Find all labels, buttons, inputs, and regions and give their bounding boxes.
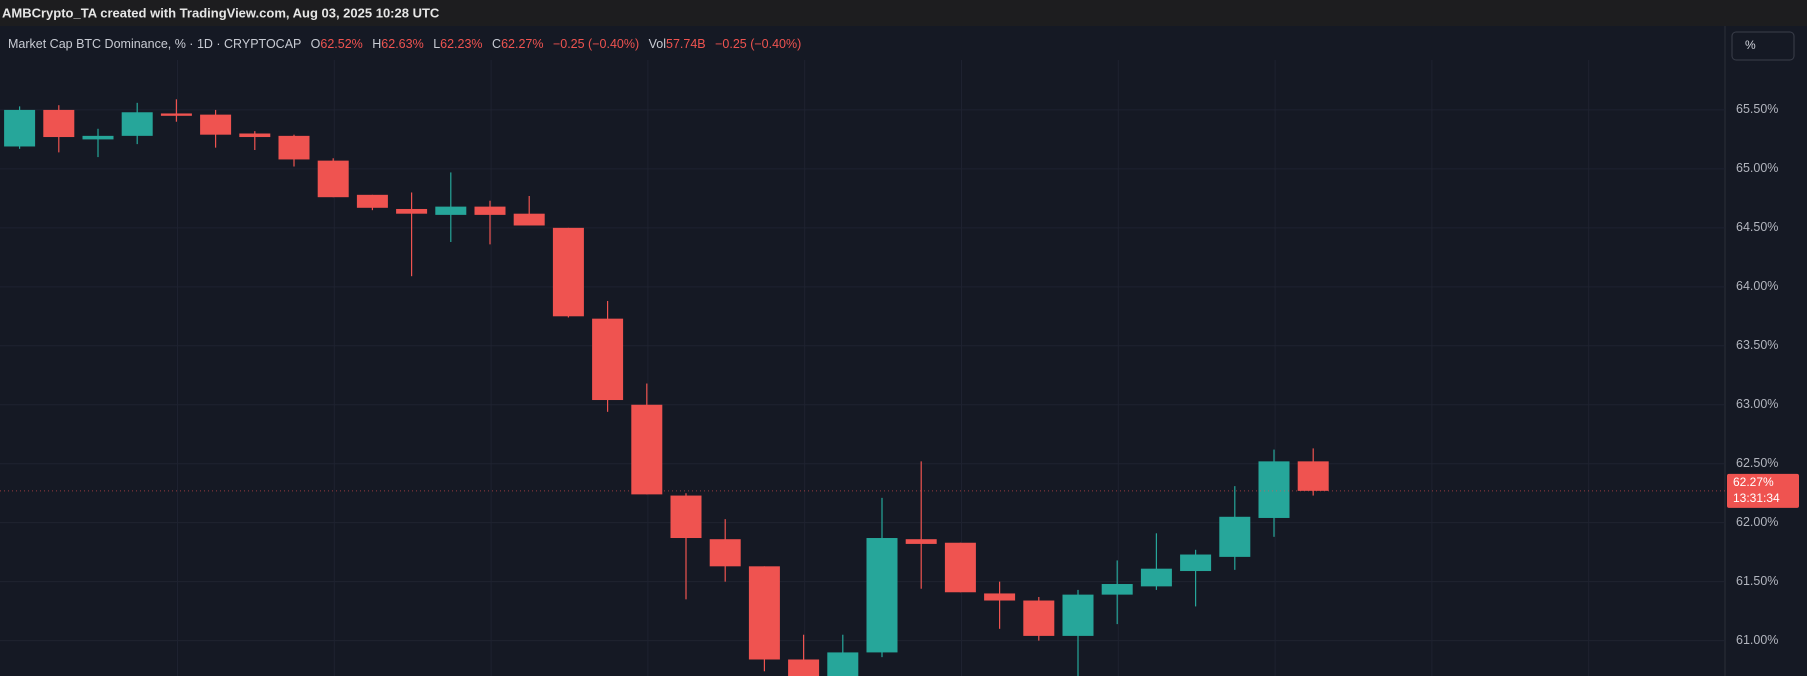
- y-tick-label: 63.00%: [1736, 397, 1778, 411]
- y-tick-label: 63.50%: [1736, 338, 1778, 352]
- candle-body: [1258, 461, 1290, 518]
- candle-body: [788, 659, 820, 676]
- candle-body: [827, 652, 859, 676]
- value: 57.74B: [666, 37, 706, 51]
- price-axis: 61.00% 61.50% 62.00% 62.50% 63.00% 63.50% 64.0…: [1727, 102, 1799, 647]
- candle-body: [748, 566, 780, 660]
- candle-body: [317, 160, 349, 198]
- candle-body: [944, 542, 976, 593]
- watermark: AMBCrypto_TA created with TradingView.co…: [2, 5, 440, 20]
- price-tag: [1727, 473, 1799, 508]
- key: H: [372, 37, 381, 51]
- price-tag-value: 62.27%: [1733, 475, 1774, 489]
- candle-body: [631, 404, 663, 495]
- button-label[interactable]: %: [1745, 38, 1756, 52]
- candle-body: [1101, 584, 1133, 595]
- candle-body: [396, 208, 428, 214]
- candle-body: [435, 206, 467, 215]
- value: 62.52%: [320, 37, 362, 51]
- candle-body: [356, 194, 388, 208]
- candle-body: [709, 539, 741, 567]
- key: O: [311, 37, 321, 51]
- candle-body: [160, 113, 192, 116]
- value: 62.27%: [501, 37, 543, 51]
- y-tick-label: 65.50%: [1736, 102, 1778, 116]
- y-tick-label: 62.00%: [1736, 515, 1778, 529]
- candle-body: [278, 135, 310, 160]
- plot-area: [0, 99, 1725, 676]
- candle-body: [474, 206, 506, 215]
- candle-body: [984, 593, 1016, 601]
- key: Vol: [649, 37, 666, 51]
- change: −0.25 (−0.40%): [553, 37, 639, 51]
- candle-body: [1297, 461, 1329, 491]
- candle-body: [239, 133, 271, 138]
- value: 62.23%: [440, 37, 482, 51]
- percent-button[interactable]: %: [1731, 31, 1795, 61]
- y-tick-label: 62.50%: [1736, 456, 1778, 470]
- y-tick-label: 65.00%: [1736, 161, 1778, 175]
- y-tick-label: 61.00%: [1736, 633, 1778, 647]
- candle-body: [1140, 568, 1172, 587]
- key: C: [492, 37, 501, 51]
- candle-body: [121, 112, 153, 136]
- candle-body: [592, 318, 624, 401]
- y-tick-label: 64.50%: [1736, 220, 1778, 234]
- change: −0.25 (−0.40%): [715, 37, 801, 51]
- candle-body: [670, 495, 702, 539]
- top-bar: [0, 0, 1807, 26]
- candle-body: [552, 227, 584, 317]
- button-frame[interactable]: [1731, 31, 1795, 61]
- candle-body: [905, 539, 937, 544]
- symbol: Market Cap BTC Dominance, % · 1D · CRYPT…: [8, 37, 301, 51]
- candle-body: [1219, 516, 1251, 557]
- y-tick-label: 64.00%: [1736, 279, 1778, 293]
- y-tick-label: 61.50%: [1736, 574, 1778, 588]
- candle-body: [43, 109, 75, 138]
- value: 62.63%: [381, 37, 423, 51]
- candle-body: [513, 213, 545, 226]
- candle-body: [1180, 554, 1212, 572]
- candle-body: [4, 109, 36, 147]
- candle-body: [1023, 600, 1055, 636]
- legend: Market Cap BTC Dominance, % · 1D · CRYPT…: [8, 37, 801, 51]
- price-tag-countdown: 13:31:34: [1733, 491, 1780, 505]
- candle-body: [866, 538, 898, 653]
- candle-body: [1062, 594, 1094, 636]
- legend-text: Market Cap BTC Dominance, % · 1D · CRYPT…: [8, 37, 801, 51]
- key: L: [433, 37, 440, 51]
- candle-body: [82, 135, 114, 140]
- candle-body: [200, 114, 232, 135]
